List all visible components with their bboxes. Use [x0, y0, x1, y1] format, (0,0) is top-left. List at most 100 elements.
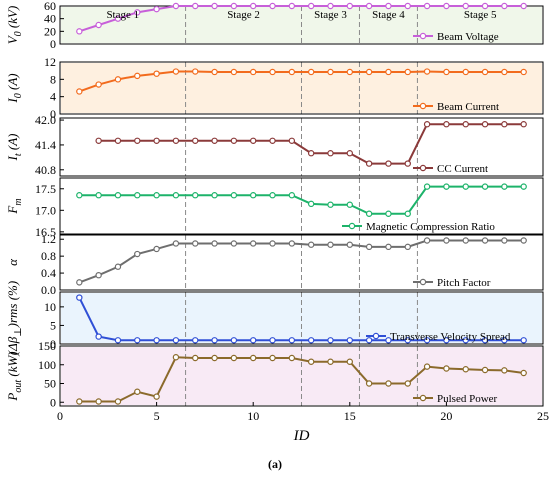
data-point [462, 121, 469, 128]
legend-marker [419, 102, 427, 110]
data-point [114, 76, 122, 83]
series-line [79, 5, 524, 33]
y-tick-label: 0.4 [41, 266, 56, 280]
data-point [520, 183, 527, 190]
data-point [404, 380, 411, 387]
data-point [172, 192, 180, 199]
data-point [501, 337, 508, 344]
data-point [307, 150, 315, 157]
data-point [346, 201, 353, 208]
data-point [462, 68, 469, 76]
panel-4: 16.5 17.0 17.5 Fm Magnetic Compression Ratio [5, 177, 544, 239]
panel-frame [59, 117, 544, 177]
legend: Pulsed Power [413, 393, 498, 405]
data-point [134, 72, 141, 80]
data-point [520, 237, 527, 244]
data-point [520, 121, 527, 128]
data-point [230, 337, 238, 344]
x-tick-label: 15 [344, 409, 356, 423]
y-tick-label: 4 [50, 90, 56, 104]
data-point [481, 183, 489, 190]
data-point [520, 68, 527, 76]
legend-marker [419, 278, 427, 286]
data-point [501, 2, 508, 10]
legend-label: Beam Current [437, 101, 499, 113]
y-axis-label: (Δβ⊥)rms (%) [5, 281, 24, 355]
series-line [78, 297, 524, 342]
data-point [346, 68, 353, 76]
data-point [249, 240, 257, 247]
x-tick-label: 0 [57, 409, 63, 423]
y-tick-label: 40 [44, 12, 56, 26]
y-tick-label: 60 [44, 0, 56, 13]
y-tick-label: 0.0 [41, 283, 56, 297]
data-point [327, 358, 334, 365]
legend-label: Magnetic Compression Ratio [366, 221, 495, 233]
data-point [481, 366, 489, 374]
data-point [76, 88, 83, 95]
data-point [520, 369, 527, 377]
x-tick-label: 10 [247, 409, 259, 423]
legend-marker [419, 164, 427, 172]
legend-marker [372, 332, 380, 340]
panel-frame [59, 61, 544, 115]
data-point [423, 68, 431, 75]
data-point [134, 192, 141, 199]
x-tick-label: 25 [537, 409, 549, 423]
data-point [385, 68, 392, 76]
stage-label-3: Stage 3 [314, 9, 347, 21]
data-point [230, 68, 238, 76]
data-point [346, 241, 353, 248]
y-tick-label: 0.8 [41, 249, 56, 263]
data-point [269, 337, 276, 344]
series-line [78, 70, 524, 93]
data-point [76, 294, 83, 301]
legend-label: Pitch Factor [437, 277, 491, 289]
panel-2: 0 4 8 12 I0 (A) Beam Current [5, 55, 544, 121]
x-axis: 0 5 10 15 20 25 ID [57, 402, 549, 444]
figure-caption: (a) [268, 457, 282, 471]
legend: CC Current [413, 163, 488, 175]
data-point [365, 2, 373, 10]
data-point [346, 150, 353, 157]
legend-label: Beam Voltage [437, 31, 499, 43]
data-point [443, 68, 450, 76]
data-point [423, 237, 431, 244]
data-point [230, 240, 238, 247]
data-point [172, 68, 180, 75]
legend: Beam Voltage [413, 31, 499, 43]
legend-marker [348, 222, 356, 230]
data-point [404, 160, 411, 167]
data-point [114, 15, 122, 22]
data-point [269, 240, 276, 247]
data-point [230, 137, 238, 144]
data-point [269, 354, 276, 362]
y-tick-label: 40.8 [35, 163, 56, 177]
data-point [211, 240, 218, 247]
data-point [365, 380, 373, 387]
x-tick-label: 5 [154, 409, 160, 423]
y-tick-label: 5 [50, 318, 56, 332]
data-point [172, 2, 180, 10]
y-tick-label: 0 [50, 37, 56, 51]
data-point [153, 337, 160, 344]
data-point [114, 337, 122, 344]
y-tick-label: 16.5 [35, 225, 56, 239]
data-point [385, 380, 392, 387]
panel-6: 0 5 10 (Δβ⊥)rms (%) Transverse Velocity Spre… [5, 281, 544, 355]
data-point [501, 121, 508, 128]
panel-frame [59, 345, 544, 407]
data-point [501, 183, 508, 190]
stage-label-5: Stage 5 [464, 9, 497, 21]
legend: Magnetic Compression Ratio [342, 221, 495, 233]
data-point [443, 121, 450, 128]
data-point [153, 192, 160, 199]
data-point [365, 243, 373, 251]
legend: Beam Current [413, 101, 499, 113]
data-point [288, 240, 296, 247]
data-point [76, 28, 83, 35]
data-point [481, 2, 489, 10]
data-point [307, 358, 315, 365]
data-point [153, 393, 160, 400]
data-point [211, 68, 218, 76]
